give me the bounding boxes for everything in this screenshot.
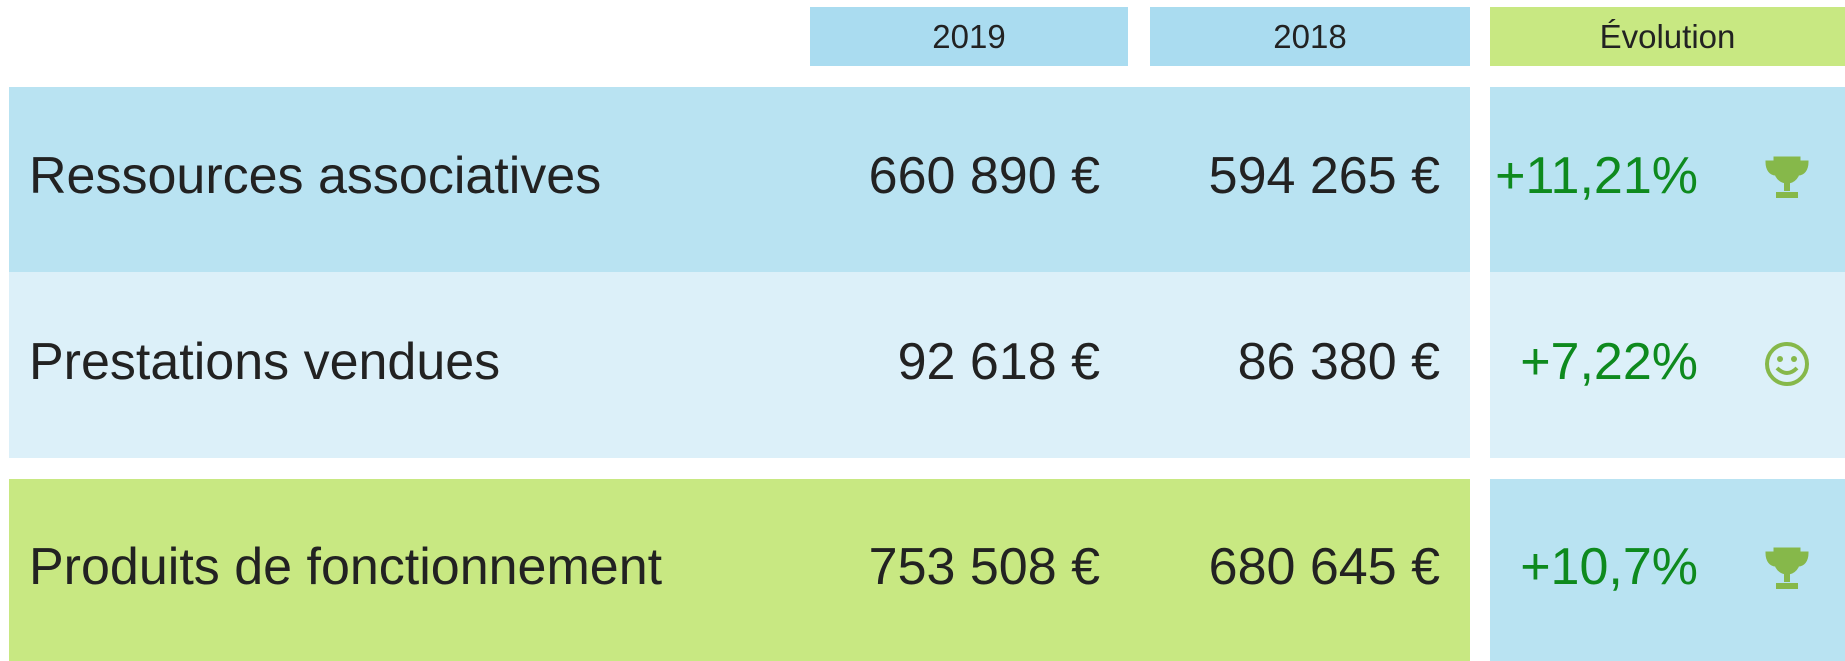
row-bg	[9, 87, 1470, 272]
header-cell: 2019	[810, 7, 1128, 66]
trophy-icon	[1765, 156, 1809, 198]
header-cell: 2018	[1150, 7, 1470, 66]
evolution: +11,21%	[1495, 147, 1698, 205]
row-bg	[9, 272, 1470, 458]
evolution: +10,7%	[1520, 538, 1698, 596]
row-label: Ressources associatives	[29, 147, 602, 205]
evolution: +7,22%	[1520, 333, 1698, 391]
row-label: Produits de fonctionnement	[29, 538, 663, 596]
value-2019: 753 508 €	[868, 538, 1100, 596]
header-cell: Évolution	[1490, 7, 1845, 66]
value-2019: 92 618 €	[897, 333, 1100, 391]
value-2019: 660 890 €	[868, 147, 1100, 205]
row-label: Prestations vendues	[29, 333, 501, 391]
value-2018: 86 380 €	[1237, 333, 1440, 391]
smiley-icon	[1765, 342, 1809, 386]
value-2018: 680 645 €	[1208, 538, 1440, 596]
trophy-icon	[1765, 547, 1809, 589]
row-bg	[9, 479, 1470, 661]
value-2018: 594 265 €	[1208, 147, 1440, 205]
row-bg	[1490, 272, 1845, 458]
